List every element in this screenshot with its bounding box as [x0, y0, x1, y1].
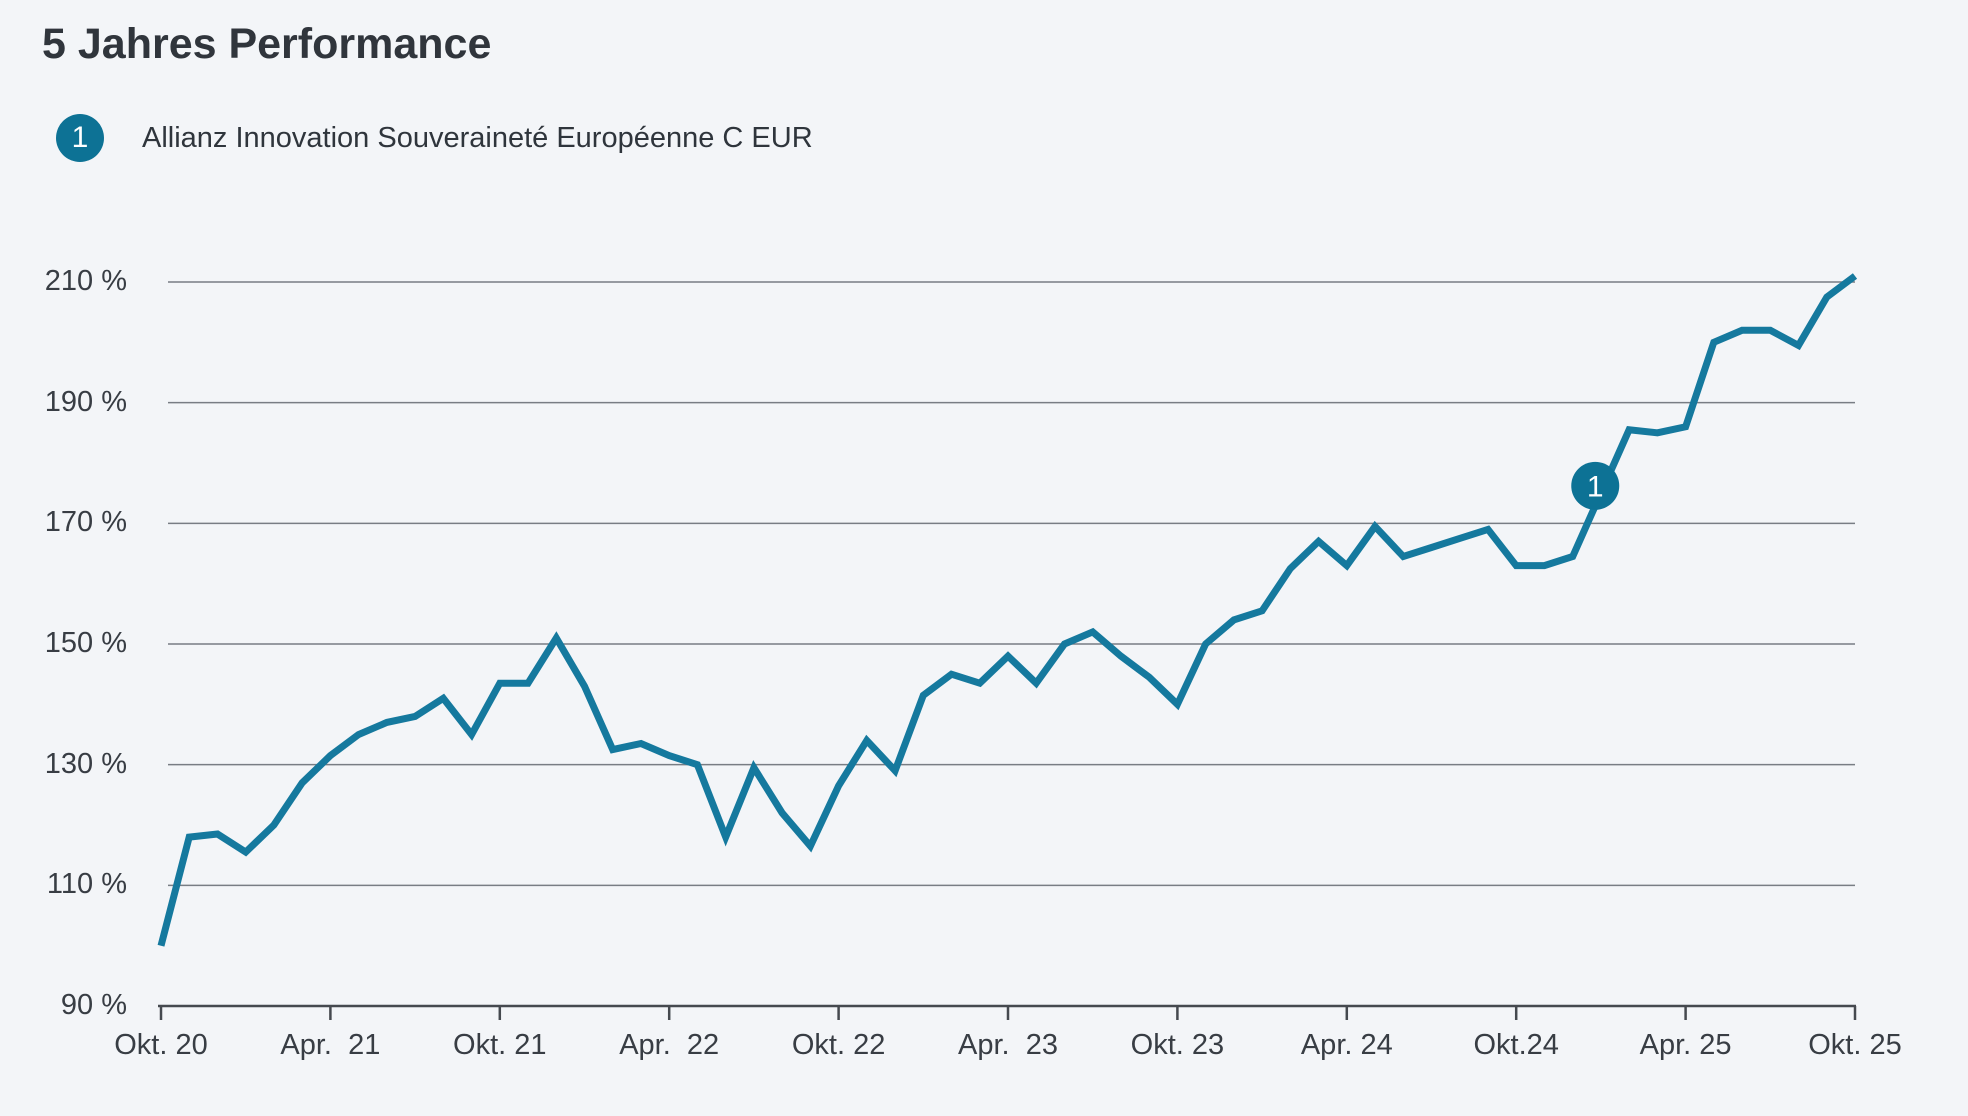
y-axis-label-150: 150 %: [44, 626, 127, 659]
x-axis-label-1: Apr. 21: [280, 1029, 381, 1061]
series-line-allianz: [157, 273, 1858, 947]
x-axis-label-8: Okt.24: [1473, 1029, 1559, 1061]
series-marker-badge: [1571, 461, 1620, 510]
x-axis-label-10: Okt. 25: [1808, 1029, 1902, 1061]
y-axis-label-190: 190 %: [44, 385, 127, 418]
x-axis-label-0: Okt. 20: [114, 1029, 208, 1061]
y-axis-label-170: 170 %: [44, 506, 127, 539]
series-marker-badge-label: 1: [1587, 471, 1604, 504]
y-axis-label-210: 210 %: [44, 264, 127, 297]
x-axis-label-2: Okt. 21: [453, 1029, 547, 1061]
x-axis-label-3: Apr. 22: [619, 1029, 720, 1061]
chart-title: 5 Jahres Performance: [42, 20, 492, 68]
legend-series-1-name: Allianz Innovation Souveraineté Européen…: [142, 121, 813, 154]
y-axis-label-130: 130 %: [44, 747, 127, 780]
y-axis-label-110: 110 %: [46, 868, 127, 901]
x-axis-label-5: Apr. 23: [958, 1029, 1058, 1061]
x-axis-label-6: Okt. 23: [1130, 1029, 1225, 1061]
legend-series-1-badge: 1: [56, 114, 104, 162]
x-axis-label-9: Apr. 25: [1639, 1029, 1732, 1061]
x-axis-label-7: Apr. 24: [1300, 1029, 1393, 1061]
x-axis-label-4: Okt. 22: [791, 1029, 886, 1061]
chart-legend: 1 Allianz Innovation Souveraineté Europé…: [56, 114, 813, 162]
y-axis-label-90: 90 %: [60, 988, 127, 1021]
